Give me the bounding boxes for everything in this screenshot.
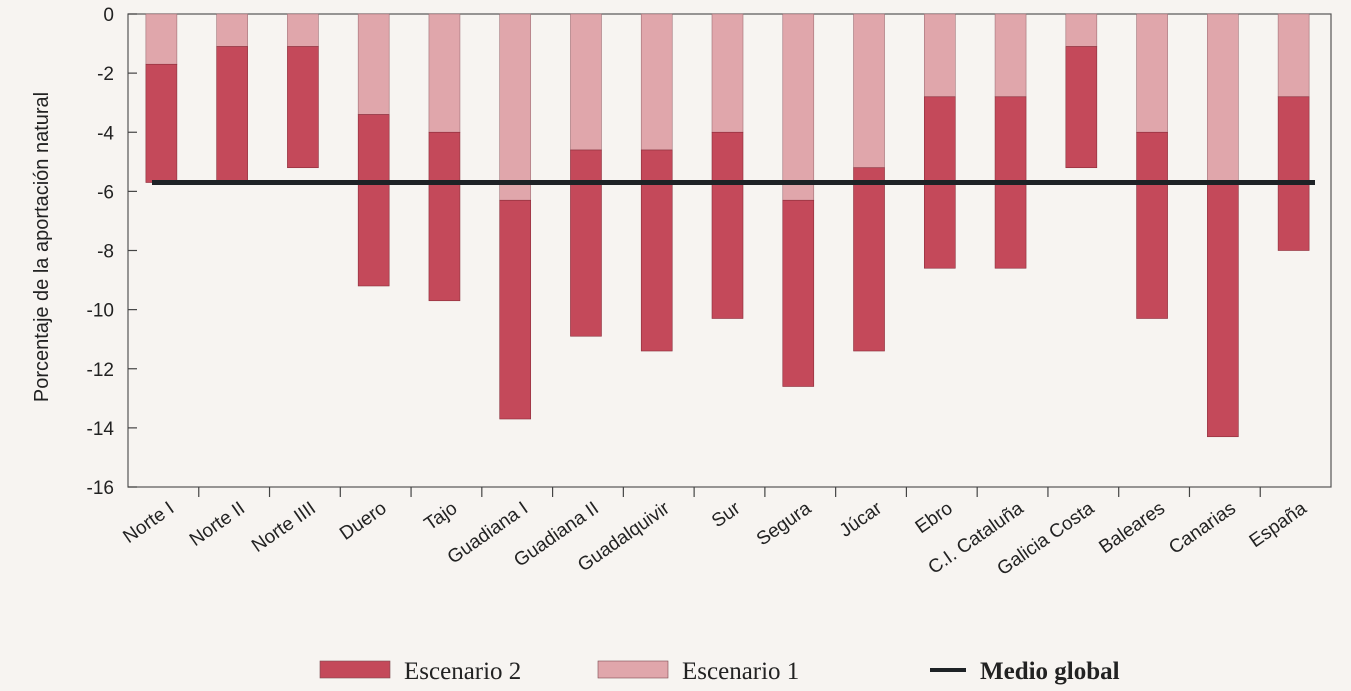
legend: Escenario 2 Escenario 1 Medio global [319,658,1120,685]
bar-escenario-1 [1207,13,1239,183]
bar-escenario-1 [923,13,956,98]
bar-escenario-1 [711,13,744,133]
bar-escenario-1 [287,13,319,47]
bar-escenario-2 [782,199,815,387]
bars-group [145,13,1310,438]
y-tick-label: -14 [87,419,115,440]
y-tick-label: -4 [97,123,114,144]
bar-escenario-2 [145,63,178,183]
bar-escenario-2 [1065,46,1098,169]
legend-swatch [597,660,669,679]
bar-escenario-2 [1207,182,1239,438]
bar-escenario-2 [853,167,885,352]
legend-label: Escenario 1 [682,658,799,685]
bar-escenario-1 [1065,13,1098,47]
legend-label: Medio global [980,658,1120,685]
bar-escenario-1 [570,13,602,151]
bar-escenario-1 [853,13,885,169]
legend-swatch [319,660,391,679]
y-tick-label: -12 [87,360,114,381]
bar-escenario-2 [1136,131,1168,319]
bar-escenario-2 [216,46,248,183]
bar-escenario-1 [994,13,1027,98]
bar-escenario-2 [357,114,390,287]
y-tick-label: -2 [97,64,114,85]
bar-escenario-2 [428,131,461,302]
y-tick-label: 0 [103,5,114,26]
y-axis-title: Porcentaje de la aportación natural [31,92,53,402]
y-tick-label: -10 [87,301,114,322]
bar-escenario-2 [499,199,532,420]
y-tick-label: -16 [87,478,114,499]
legend-label: Escenario 2 [404,658,521,685]
bar-escenario-1 [216,13,248,47]
bar-escenario-1 [428,13,461,133]
bar-escenario-2 [287,46,319,169]
bar-escenario-1 [499,13,532,201]
bar-escenario-2 [1277,96,1310,251]
bar-escenario-2 [711,131,744,319]
bar-escenario-1 [1136,13,1168,133]
y-tick-label: -6 [97,182,114,203]
y-axis: 0 -2 -4 -6 -8 -10 -12 -14 -16 [87,5,137,499]
bar-escenario-1 [145,13,178,65]
y-tick-label: -8 [97,242,114,263]
bar-escenario-1 [357,13,390,115]
bar-escenario-2 [570,149,602,337]
bar-escenario-1 [640,13,673,151]
bar-escenario-1 [782,13,815,201]
bar-escenario-1 [1277,13,1310,98]
